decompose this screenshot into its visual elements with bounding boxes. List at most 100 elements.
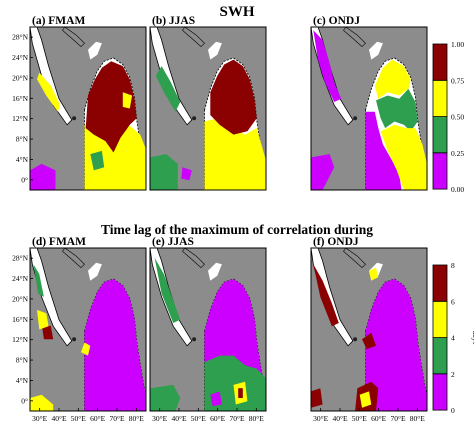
panel-frame [149, 247, 267, 412]
persian-gulf [182, 247, 205, 269]
data-region [150, 154, 178, 190]
panel-frame [149, 26, 267, 191]
data-region [33, 264, 44, 297]
data-region [37, 309, 49, 330]
data-region [311, 154, 335, 190]
colorbar: 8 6 4 2 0 days [432, 261, 474, 415]
persian-gulf [62, 247, 85, 269]
persian-gulf [62, 26, 85, 48]
data-region [37, 72, 61, 112]
y-tick-label: 20°N [12, 294, 28, 303]
y-tick-label: 0° [21, 175, 28, 184]
colorbar-tick-label: 0.50 [451, 113, 464, 122]
x-tick-label: 40°E [171, 414, 186, 423]
x-tick-label: 80°E [249, 414, 264, 423]
x-tick-label: 40°E [51, 414, 66, 423]
x-tick-label: 80°E [129, 414, 144, 423]
data-region [380, 124, 427, 190]
data-region [311, 388, 323, 408]
red-sea [149, 26, 193, 126]
red-sea [29, 247, 73, 347]
map-panel: (c) ONDJ [310, 15, 428, 191]
colorbar-tick-label: 8 [451, 261, 455, 270]
colorbar-tick-label: 0.75 [451, 76, 464, 85]
row-swh: (a) FMAM 28°N 24°N 20°N 16°N 12°N 8°N 4°N 0° (b) … [12, 15, 464, 194]
panel-label: (b) JJAS [152, 15, 195, 27]
y-tick-label: 12°N [12, 335, 28, 344]
gulf-of-oman [208, 41, 222, 60]
panel-frame [29, 247, 147, 412]
x-tick-label: 50°E [71, 414, 86, 423]
data-region [84, 279, 146, 411]
map-panel: (a) FMAM 28°N 24°N 20°N 16°N 12°N 8°N 4°N 0° [12, 15, 147, 191]
y-tick-label: 8°N [16, 356, 29, 365]
island-marker [192, 116, 197, 121]
data-region [238, 388, 243, 398]
x-tick-label: 60°E [90, 414, 105, 423]
data-region [90, 150, 105, 171]
data-region [362, 332, 376, 350]
x-tick-label: 50°E [191, 414, 206, 423]
bottom-title: Time lag of the maximum of correlation d… [101, 222, 373, 237]
x-tick-label: 30°E [32, 414, 47, 423]
x-tick-label: 70°E [390, 414, 405, 423]
data-region [313, 264, 339, 327]
y-tick-label: 24°N [12, 53, 28, 62]
gulf-of-oman [88, 262, 102, 281]
panel-label: (f) ONDJ [313, 236, 359, 248]
data-region [369, 267, 379, 281]
panel-frame [29, 26, 147, 191]
panel-frame [310, 26, 428, 191]
colorbar-tick-label: 0 [451, 406, 455, 415]
map-panel: (b) JJAS [149, 15, 267, 191]
colorbar-segment [432, 300, 448, 338]
colorbar-label: days [471, 331, 474, 345]
colorbar-segment [432, 43, 448, 81]
colorbar-segment [432, 152, 448, 190]
data-region [30, 394, 54, 411]
persian-gulf [343, 247, 366, 269]
colorbar-segment [432, 79, 448, 118]
y-tick-label: 12°N [12, 114, 28, 123]
colorbar-segment [432, 337, 448, 375]
y-tick-label: 24°N [12, 274, 28, 283]
x-tick-label: 30°E [313, 414, 328, 423]
colorbar-segment [432, 373, 448, 411]
panel-label: (d) FMAM [32, 236, 86, 248]
y-tick-label: 8°N [16, 135, 29, 144]
x-tick-label: 70°E [229, 414, 244, 423]
panel-label: (e) JJAS [152, 236, 194, 248]
x-tick-label: 70°E [109, 414, 124, 423]
x-tick-label: 40°E [332, 414, 347, 423]
island-marker [353, 116, 358, 121]
data-region [374, 59, 411, 99]
colorbar-tick-label: 4 [451, 334, 455, 343]
y-tick-label: 20°N [12, 73, 28, 82]
row-time-lag: (d) FMAM 28°N 24°N 20°N 16°N 12°N 8°N 4°N 0° 30°E… [12, 236, 474, 423]
y-tick-label: 16°N [12, 315, 28, 324]
data-region [365, 279, 427, 411]
gulf-of-oman [208, 262, 222, 281]
colorbar-tick-label: 2 [451, 370, 455, 379]
colorbar-tick-label: 0.00 [451, 185, 464, 194]
data-region [122, 92, 133, 109]
colorbar-segment [432, 264, 448, 302]
panel-frame [310, 247, 428, 412]
x-tick-label: 80°E [410, 414, 425, 423]
y-tick-label: 28°N [12, 254, 28, 263]
data-region [154, 257, 181, 323]
island-marker [72, 337, 77, 342]
data-region [376, 88, 418, 132]
colorbar-tick-label: 0.25 [451, 149, 464, 158]
data-region [210, 391, 222, 407]
data-region [210, 59, 257, 135]
x-tick-label: 30°E [152, 414, 167, 423]
persian-gulf [182, 26, 205, 48]
map-panel: (d) FMAM 28°N 24°N 20°N 16°N 12°N 8°N 4°N 0° 30°E… [12, 236, 147, 423]
data-region [150, 384, 181, 411]
map-panel: (f) ONDJ 30°E 40°E 50°E 60°E 70°E 80°E [310, 236, 428, 423]
panel-label: (c) ONDJ [313, 15, 360, 27]
data-region [365, 111, 402, 190]
island-marker [192, 337, 197, 342]
